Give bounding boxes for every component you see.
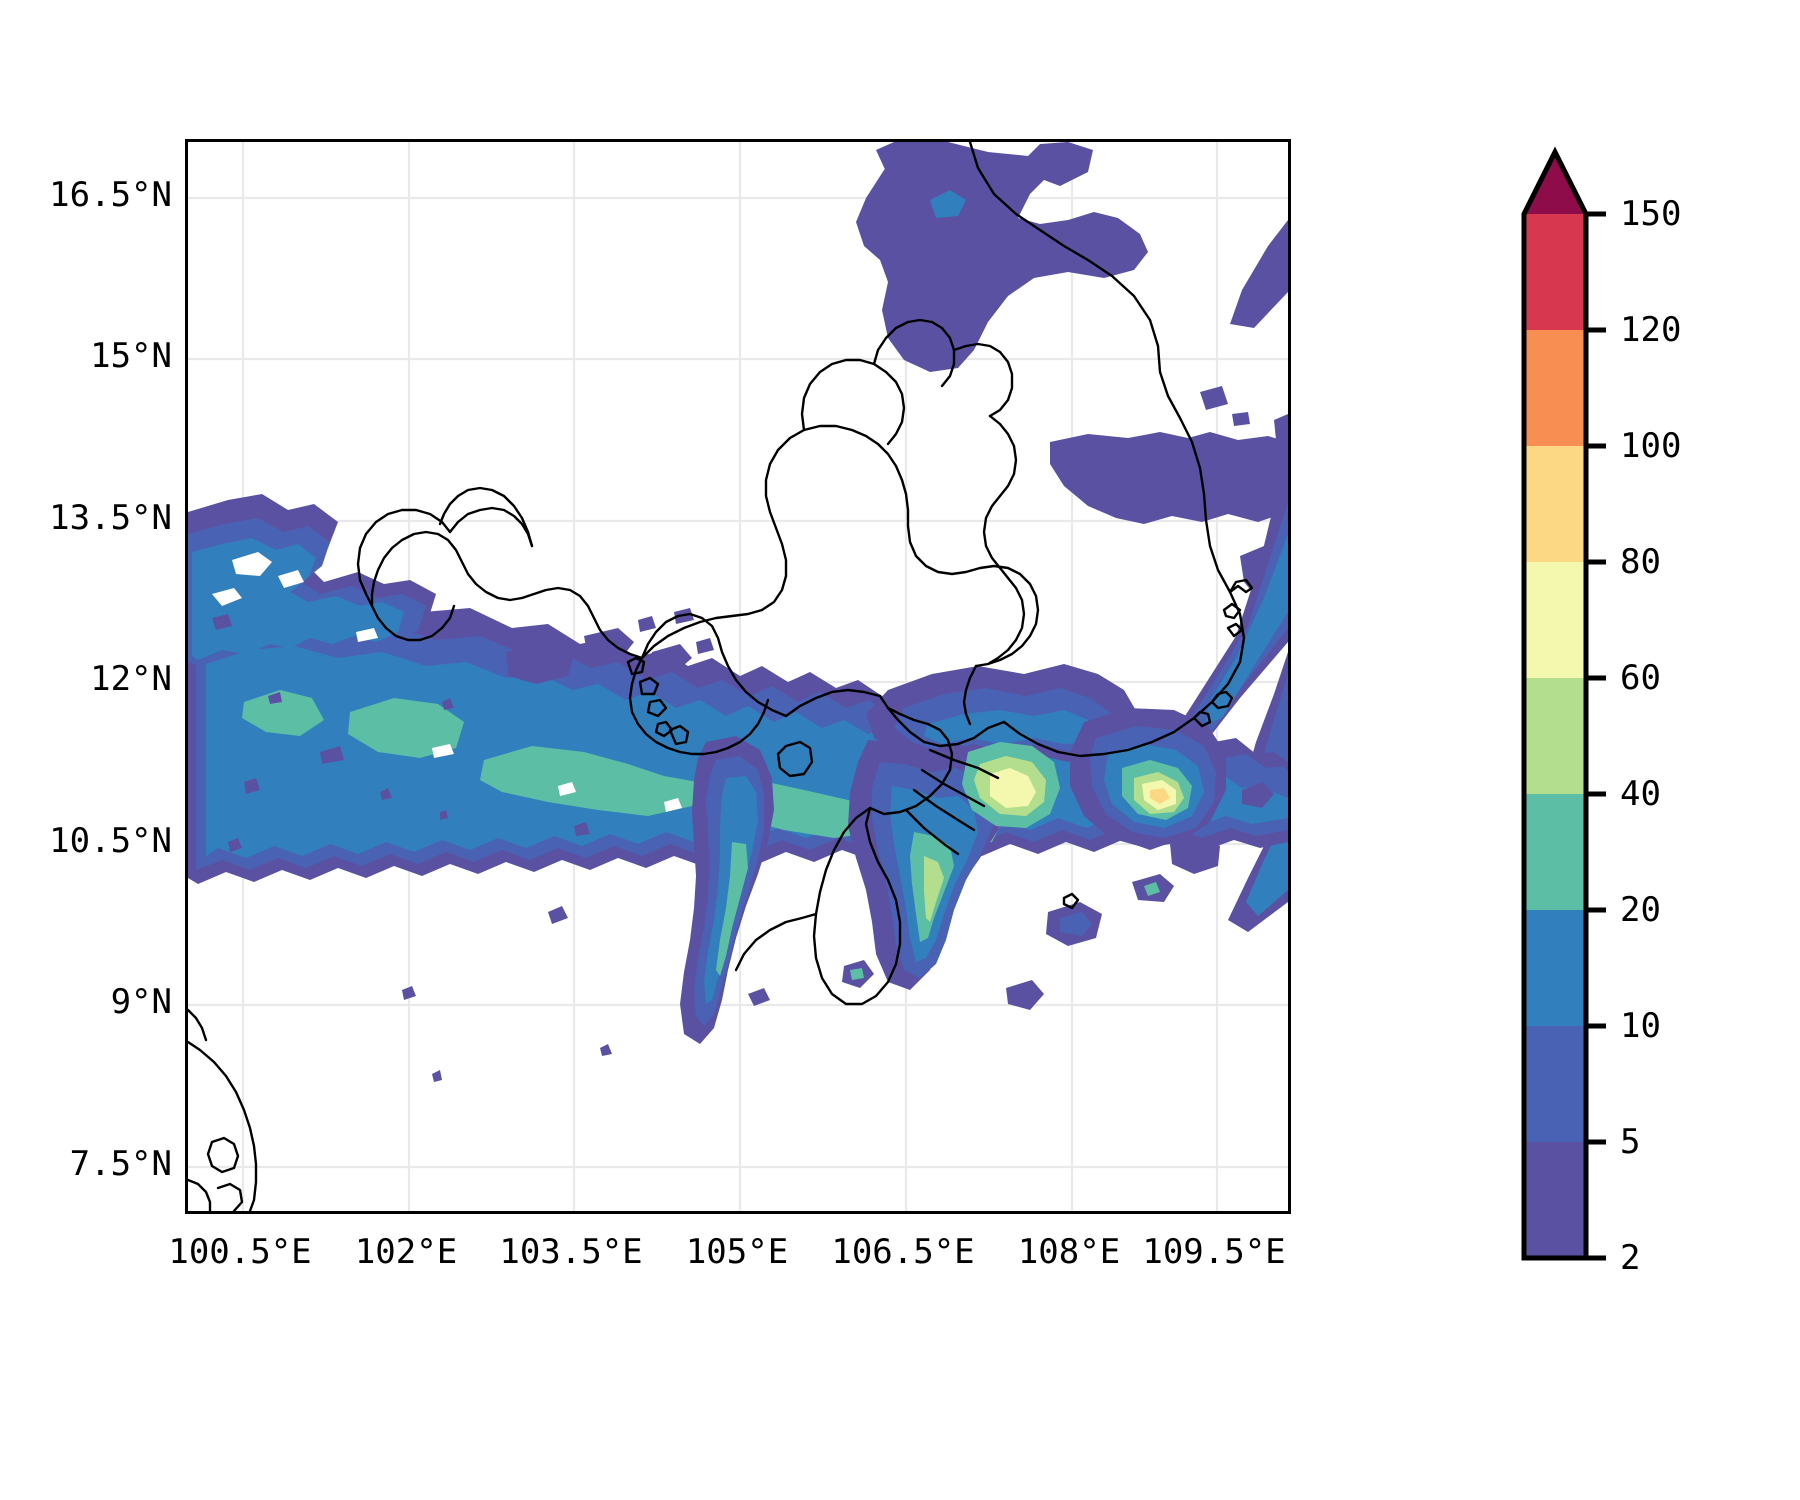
x-tick-label: 100.5°E (168, 1232, 312, 1272)
x-tick-label: 109.5°E (1142, 1232, 1286, 1272)
y-tick-label: 7.5°N (69, 1144, 172, 1184)
x-tick-label: 106.5°E (831, 1232, 975, 1272)
x-tick-label: 102°E (354, 1232, 458, 1272)
x-tick-label: 108°E (1017, 1232, 1121, 1272)
colorbar-tick-label: 80 (1620, 542, 1661, 582)
colorbar-graphic (1521, 146, 1606, 1261)
colorbar-band-10-20 (1524, 910, 1586, 1026)
x-tick-label: 103.5°E (499, 1232, 643, 1272)
y-tick-label: 12°N (90, 659, 172, 699)
colorbar-ticks (1586, 211, 1606, 1261)
y-tick-label: 13.5°N (49, 498, 172, 538)
colorbar-band-60-80 (1524, 562, 1586, 678)
coastlines-borders (188, 142, 1254, 1211)
colorbar-band-120-150 (1524, 214, 1586, 330)
colorbar-outline (1521, 146, 1589, 1261)
colorbar[interactable]: 150 120 100 80 60 40 20 10 5 2 (1521, 146, 1681, 1278)
colorbar-band-20-40 (1524, 794, 1586, 910)
colorbar-band-40-60 (1524, 678, 1586, 794)
colorbar-tick-label: 2 (1620, 1238, 1641, 1278)
y-tick-label: 16.5°N (49, 175, 172, 215)
colorbar-band-100-120 (1524, 330, 1586, 446)
y-tick-label: 10.5°N (49, 821, 172, 861)
colorbar-extend-arrow (1524, 152, 1586, 214)
colorbar-tick-label: 20 (1620, 890, 1661, 930)
colorbar-bands (1524, 152, 1586, 1258)
colorbar-tick-label: 100 (1620, 426, 1682, 466)
y-tick-label: 15°N (90, 336, 172, 376)
colorbar-band-2-5 (1524, 1142, 1586, 1258)
colorbar-band-80-100 (1524, 446, 1586, 562)
y-tick-label: 9°N (110, 982, 172, 1022)
map-plot-area[interactable] (185, 139, 1291, 1214)
colorbar-tick-label: 10 (1620, 1006, 1661, 1046)
colorbar-tick-label: 120 (1620, 310, 1682, 350)
colorbar-tick-label: 150 (1620, 194, 1682, 234)
colorbar-tick-label: 40 (1620, 774, 1661, 814)
colorbar-tick-label: 60 (1620, 658, 1661, 698)
rainfall-contours (188, 142, 1288, 1082)
colorbar-band-5-10 (1524, 1026, 1586, 1142)
colorbar-tick-label: 5 (1620, 1122, 1641, 1162)
x-tick-label: 105°E (685, 1232, 789, 1272)
rainfall-contour-map (188, 142, 1288, 1211)
